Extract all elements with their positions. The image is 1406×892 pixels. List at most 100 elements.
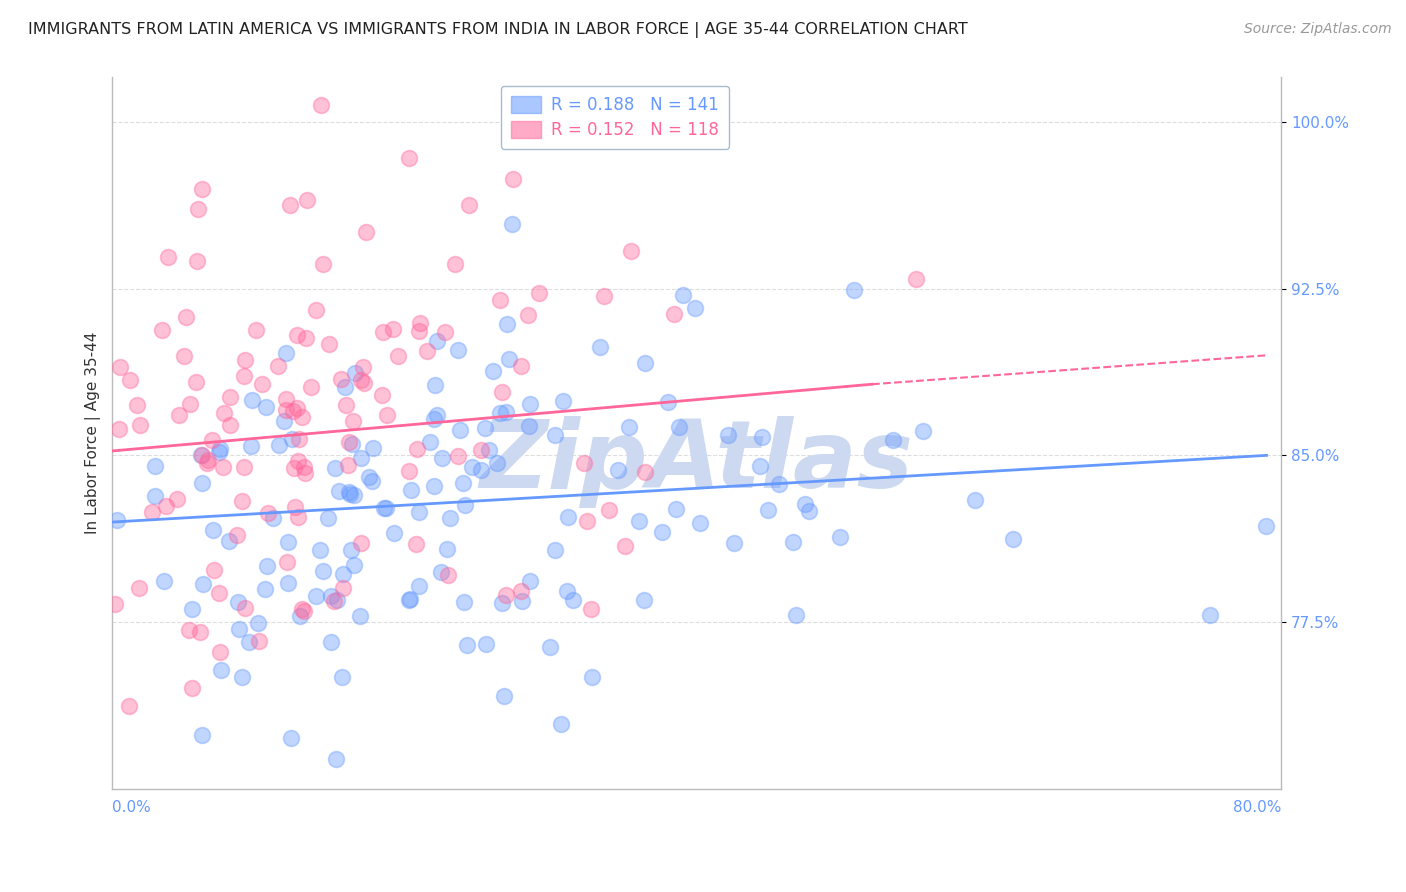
Point xyxy=(491,385,513,400)
Point xyxy=(510,583,533,598)
Point xyxy=(911,424,934,438)
Point xyxy=(627,514,650,528)
Point xyxy=(191,728,214,742)
Point xyxy=(557,510,579,524)
Point xyxy=(108,360,131,375)
Point xyxy=(325,752,347,766)
Point xyxy=(233,601,256,615)
Point xyxy=(253,582,276,596)
Point xyxy=(281,432,304,446)
Point xyxy=(316,511,339,525)
Point xyxy=(281,404,304,418)
Point xyxy=(323,594,346,608)
Point xyxy=(475,637,498,651)
Point xyxy=(668,420,690,434)
Point xyxy=(495,404,517,418)
Point xyxy=(408,504,430,518)
Point xyxy=(337,484,360,499)
Legend: R = 0.188   N = 141, R = 0.152   N = 118: R = 0.188 N = 141, R = 0.152 N = 118 xyxy=(501,86,728,149)
Point xyxy=(353,376,375,390)
Point xyxy=(256,558,278,573)
Point xyxy=(245,323,267,337)
Point xyxy=(844,283,866,297)
Point xyxy=(478,442,501,457)
Point xyxy=(492,689,515,703)
Point xyxy=(589,340,612,354)
Point xyxy=(357,470,380,484)
Point xyxy=(292,459,315,474)
Point xyxy=(717,428,740,442)
Point xyxy=(426,409,449,423)
Point xyxy=(498,352,520,367)
Point xyxy=(250,376,273,391)
Point xyxy=(501,217,523,231)
Point xyxy=(634,356,657,370)
Point xyxy=(283,460,305,475)
Point xyxy=(333,380,356,394)
Point xyxy=(457,198,479,212)
Point xyxy=(519,397,541,411)
Point xyxy=(620,244,643,258)
Point xyxy=(447,343,470,358)
Point xyxy=(141,505,163,519)
Point xyxy=(174,310,197,324)
Point xyxy=(453,475,475,490)
Point xyxy=(423,411,446,425)
Point xyxy=(510,594,533,608)
Point xyxy=(430,450,453,465)
Point xyxy=(287,509,309,524)
Point xyxy=(375,501,398,516)
Point xyxy=(453,595,475,609)
Point xyxy=(294,466,316,480)
Point xyxy=(456,638,478,652)
Point xyxy=(267,359,290,374)
Point xyxy=(408,579,430,593)
Point xyxy=(350,535,373,549)
Point xyxy=(375,409,398,423)
Point xyxy=(332,581,354,595)
Point xyxy=(342,414,364,428)
Point xyxy=(184,376,207,390)
Point xyxy=(326,593,349,607)
Point xyxy=(239,439,262,453)
Point xyxy=(550,716,572,731)
Point xyxy=(340,437,363,451)
Point xyxy=(323,461,346,475)
Point xyxy=(439,511,461,525)
Point xyxy=(406,442,429,456)
Point xyxy=(361,441,384,455)
Point xyxy=(231,493,253,508)
Point xyxy=(330,372,353,386)
Point xyxy=(423,378,446,392)
Text: ZipAtlas: ZipAtlas xyxy=(479,416,914,508)
Point xyxy=(273,414,295,428)
Point xyxy=(336,458,359,472)
Point xyxy=(288,432,311,446)
Point xyxy=(242,393,264,408)
Point xyxy=(489,405,512,419)
Point xyxy=(247,615,270,630)
Point xyxy=(683,301,706,315)
Point xyxy=(470,463,492,477)
Point xyxy=(382,525,405,540)
Point xyxy=(155,499,177,513)
Point xyxy=(398,464,420,478)
Point xyxy=(634,465,657,479)
Point xyxy=(689,516,711,531)
Point xyxy=(118,373,141,387)
Point xyxy=(128,581,150,595)
Point xyxy=(191,476,214,491)
Point xyxy=(335,398,357,412)
Point xyxy=(519,574,541,589)
Point xyxy=(209,663,232,677)
Point xyxy=(238,635,260,649)
Point xyxy=(190,182,212,196)
Point xyxy=(434,325,457,339)
Point xyxy=(751,429,773,443)
Point xyxy=(904,272,927,286)
Point xyxy=(749,459,772,474)
Point xyxy=(343,487,366,501)
Point xyxy=(544,427,567,442)
Point xyxy=(474,420,496,434)
Point xyxy=(339,486,361,500)
